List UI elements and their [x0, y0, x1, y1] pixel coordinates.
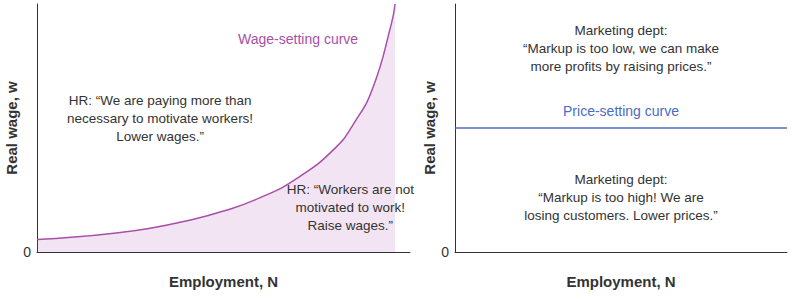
svg-text:Real wage, w: Real wage, w	[421, 81, 438, 175]
svg-text:Employment, N: Employment, N	[566, 273, 675, 290]
svg-text:losing customers. Lower prices: losing customers. Lower prices.”	[524, 208, 718, 223]
svg-text:“Markup is too high! We are: “Markup is too high! We are	[538, 190, 704, 205]
svg-text:Raise wages.”: Raise wages.”	[308, 218, 394, 233]
svg-text:Marketing dept:: Marketing dept:	[574, 172, 667, 187]
svg-text:HR: “Workers are not: HR: “Workers are not	[287, 182, 415, 197]
svg-text:Real wage, w: Real wage, w	[3, 81, 20, 175]
svg-text:more profits by raising prices: more profits by raising prices.”	[531, 59, 712, 74]
svg-text:Lower wages.”: Lower wages.”	[116, 129, 204, 144]
svg-text:Employment, N: Employment, N	[169, 273, 278, 290]
svg-text:Wage-setting curve: Wage-setting curve	[238, 31, 358, 47]
svg-text:motivated to work!: motivated to work!	[296, 200, 406, 215]
svg-text:“Markup is too low, we can mak: “Markup is too low, we can make	[523, 41, 719, 56]
svg-text:Price-setting curve: Price-setting curve	[563, 103, 679, 119]
svg-text:0: 0	[441, 244, 449, 260]
svg-text:necessary to motivate workers!: necessary to motivate workers!	[67, 111, 253, 126]
svg-text:Marketing dept:: Marketing dept:	[574, 23, 667, 38]
svg-text:0: 0	[23, 244, 31, 260]
svg-text:HR: “We are paying more than: HR: “We are paying more than	[69, 93, 252, 108]
